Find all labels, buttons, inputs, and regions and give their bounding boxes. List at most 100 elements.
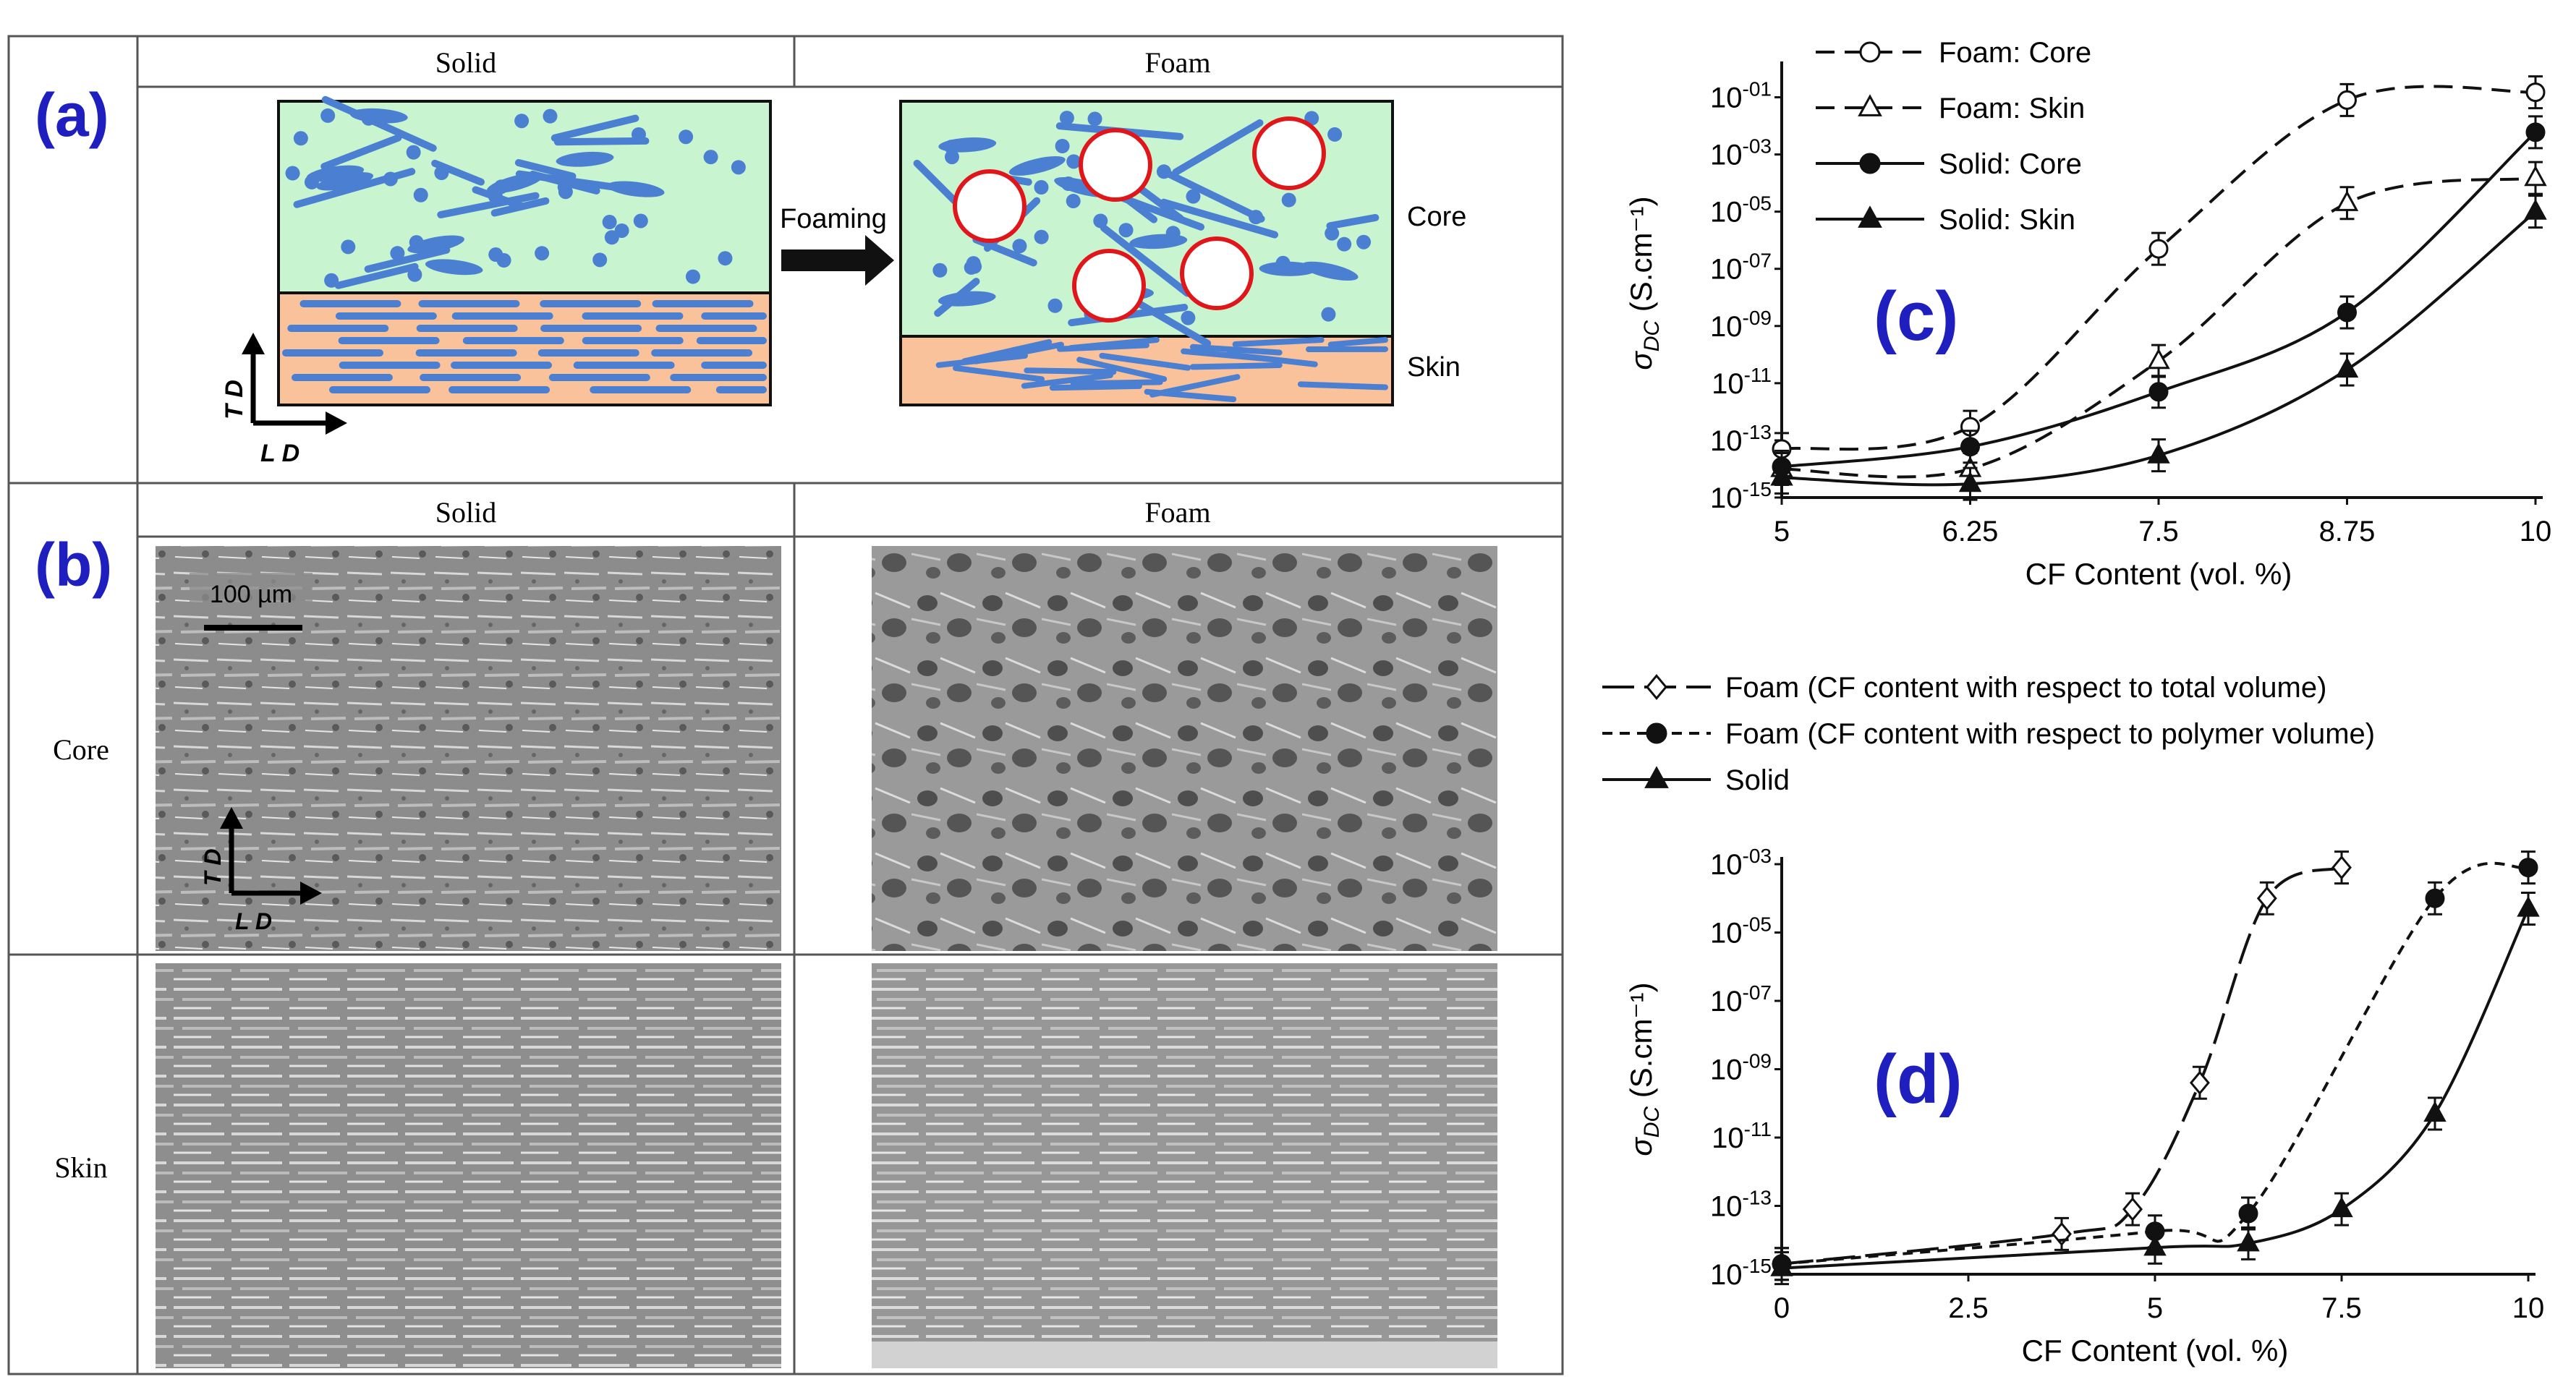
fiber-tilted (316, 172, 374, 191)
fiber-end (1281, 192, 1296, 208)
fiber-end (1156, 164, 1171, 179)
solid-schematic (277, 95, 772, 406)
fiber-end (1181, 310, 1196, 325)
y-tick-label: 10-13 (1710, 1187, 1772, 1223)
chart-c: 5 6.25 7.5 8.75 10 10-15 10-13 10-11 10-09 10-07 1… (1624, 37, 2551, 591)
series-line (1781, 908, 2530, 1270)
skin-fiber (1297, 381, 1388, 391)
y-axis-label: σDC (S.cm⁻¹) (1624, 196, 1664, 370)
fiber-end (324, 273, 339, 288)
skin-fiber (1070, 379, 1163, 387)
x-tick-label: 7.5 (2138, 516, 2179, 547)
fiber-end (679, 129, 694, 145)
fiber-tilted (349, 108, 408, 124)
fiber (1100, 224, 1191, 297)
fiber-tilted (938, 137, 997, 153)
fiber-end (718, 251, 733, 266)
legend-entry: Solid: Core (1939, 148, 2082, 180)
fiber-end (390, 246, 405, 261)
fiber-tilted (1301, 261, 1359, 281)
fiber-end (1093, 213, 1108, 229)
skin-fiber (1144, 388, 1237, 403)
fiber (1172, 119, 1264, 176)
skin-fiber (1076, 357, 1168, 383)
y-tick-label: 10-11 (1712, 1118, 1772, 1154)
x-tick-label: 5 (1774, 516, 1790, 547)
fiber (1160, 198, 1279, 239)
chart-panel-letter: (c) (1874, 278, 1958, 355)
fiber (1165, 170, 1265, 223)
skin-fiber (1099, 352, 1191, 371)
fiber-end (285, 166, 300, 181)
x-tick-label: 0 (1774, 1292, 1790, 1324)
fiber (1326, 213, 1380, 230)
sem-foam-skin (872, 963, 1497, 1368)
fiber-end (535, 246, 550, 261)
fiber-end (1034, 229, 1049, 244)
skin-fiber (1232, 337, 1325, 348)
axis-td-label: T D (221, 380, 248, 419)
open-triangle-marker (2335, 190, 2359, 211)
fiber-end (1087, 111, 1102, 127)
bubble (1072, 249, 1146, 323)
fiber-end (514, 114, 530, 129)
fiber (514, 158, 577, 180)
bubble (953, 169, 1026, 243)
fiber-end (496, 252, 511, 268)
fiber-end (413, 187, 428, 202)
open-circle-marker (2148, 239, 2169, 259)
fiber-end (1327, 127, 1343, 142)
x-tick-label: 6.25 (1942, 516, 1999, 547)
fiber-end (602, 215, 617, 230)
fiber-end (434, 166, 449, 181)
y-tick-label: 10-05 (1710, 913, 1772, 950)
panel-b-letter: (b) (35, 531, 112, 599)
filled-triangle-marker (1644, 766, 1669, 788)
foaming-arrow (781, 235, 894, 286)
fiber-tilted (607, 181, 665, 197)
fiber-tilted (1129, 234, 1188, 249)
diamond-marker (2189, 1070, 2210, 1096)
skin-fiber (1189, 362, 1283, 370)
fiber-end (633, 213, 648, 229)
fiber-end (966, 256, 981, 271)
filled-triangle-marker (2335, 357, 2359, 378)
fiber-end (406, 145, 421, 160)
axis-ld-label: L D (260, 440, 299, 467)
foam-schematic (899, 100, 1394, 406)
x-axis-label: CF Content (vol. %) (2022, 1334, 2289, 1368)
y-tick-label: 10-07 (1710, 249, 1772, 286)
y-axis-label: σDC (S.cm⁻¹) (1624, 982, 1664, 1156)
fiber-tilted (556, 151, 614, 167)
open-circle-marker (1859, 41, 1881, 63)
skin-fiber (1225, 351, 1318, 367)
open-circle-marker (2337, 90, 2357, 110)
skin-fiber (1024, 367, 1117, 375)
sem-axis-td-label: T D (200, 848, 226, 886)
panel-b-axes: T D L D (200, 807, 322, 934)
legend-entry: Solid (1725, 764, 1790, 796)
x-tick-label: 5 (2147, 1292, 2163, 1324)
filled-circle-marker (2425, 888, 2445, 908)
legend-entry: Foam (CF content with respect to polymer… (1725, 718, 2375, 750)
filled-circle-marker (2525, 122, 2546, 142)
foaming-label: Foaming (780, 204, 887, 234)
fiber-end (383, 171, 398, 187)
y-tick-label: 10-05 (1710, 192, 1772, 229)
filled-triangle-marker (1858, 205, 1882, 228)
fiber (334, 263, 419, 289)
legend-entry: Solid: Skin (1939, 204, 2075, 236)
fiber (553, 137, 650, 146)
fiber-end (631, 127, 646, 142)
y-tick-label: 10-13 (1710, 421, 1772, 457)
fiber-end (558, 184, 573, 200)
core-label: Core (1407, 202, 1466, 232)
filled-triangle-marker (1958, 471, 1982, 492)
skin-fiber (1189, 344, 1283, 356)
x-tick-label: 8.75 (2319, 516, 2376, 547)
skin-fiber (1021, 372, 1113, 389)
fiber-end (293, 131, 308, 146)
fiber (321, 95, 437, 152)
x-axis-label: CF Content (vol. %) (2025, 557, 2292, 591)
